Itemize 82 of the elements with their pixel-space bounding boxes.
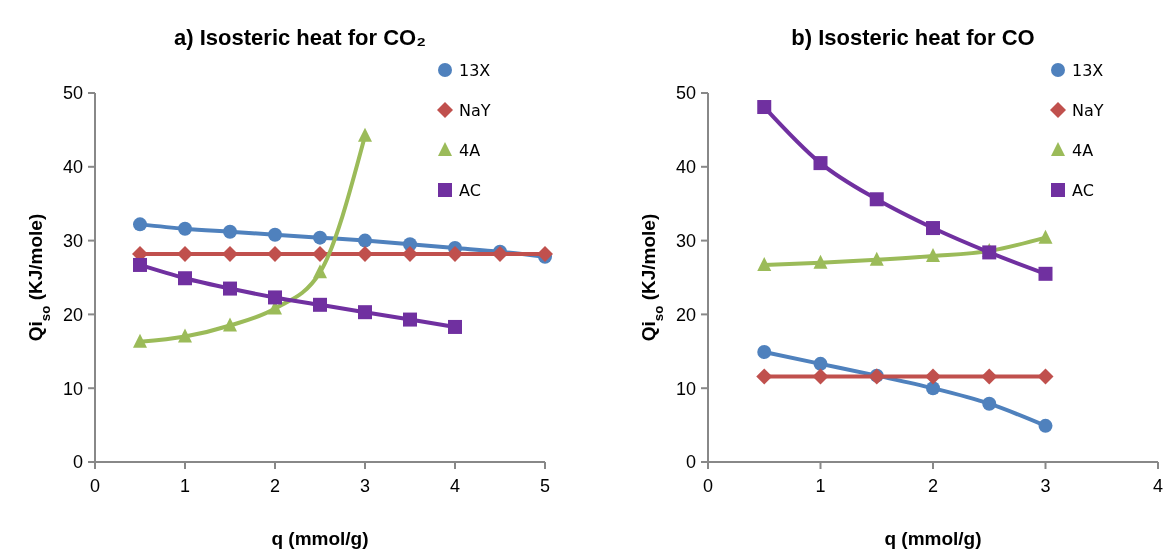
x-tick-label: 3 bbox=[1040, 476, 1051, 496]
x-tick-label: 5 bbox=[539, 476, 551, 496]
point bbox=[1038, 229, 1053, 244]
chart-title: b) Isosteric heat for CO bbox=[791, 25, 1035, 50]
point bbox=[133, 333, 147, 348]
point bbox=[1037, 368, 1054, 385]
y-tick-label: 0 bbox=[685, 452, 696, 473]
x-tick-label: 1 bbox=[179, 476, 191, 496]
legend-label: NaY bbox=[1072, 100, 1104, 120]
legend-label: AC bbox=[1072, 180, 1094, 200]
point bbox=[357, 245, 373, 262]
point bbox=[268, 227, 282, 242]
point bbox=[756, 368, 773, 385]
point bbox=[869, 192, 884, 207]
point bbox=[869, 251, 884, 266]
x-axis-title: q (mmol/g) bbox=[271, 528, 369, 549]
y-tick-label: 40 bbox=[62, 157, 83, 178]
y-tick-label: 20 bbox=[675, 304, 696, 325]
point bbox=[757, 100, 772, 115]
y-tick-label: 40 bbox=[675, 157, 696, 178]
point bbox=[757, 345, 772, 360]
y-tick-label: 30 bbox=[675, 230, 696, 251]
point bbox=[982, 396, 997, 411]
point bbox=[925, 368, 941, 385]
point bbox=[313, 264, 327, 279]
legend-label: 13X bbox=[459, 60, 491, 80]
point bbox=[313, 230, 327, 245]
y-tick-label: 50 bbox=[675, 83, 696, 104]
point bbox=[223, 224, 237, 239]
point bbox=[358, 233, 372, 248]
point bbox=[981, 368, 998, 385]
x-tick-label: 4 bbox=[449, 476, 461, 496]
y-tick-label: 10 bbox=[62, 378, 83, 399]
y-tick-label: 0 bbox=[72, 452, 83, 473]
x-tick-label: 2 bbox=[269, 476, 281, 496]
point bbox=[813, 156, 828, 171]
point bbox=[222, 245, 238, 262]
point bbox=[1038, 266, 1053, 281]
legend-label: 13X bbox=[1072, 60, 1104, 80]
chart-title: a) Isosteric heat for CO₂ bbox=[174, 25, 426, 50]
point bbox=[312, 245, 328, 262]
point bbox=[537, 245, 553, 262]
point bbox=[813, 356, 828, 371]
y-tick-label: 10 bbox=[675, 378, 696, 399]
point bbox=[268, 290, 282, 305]
point bbox=[178, 271, 192, 286]
point bbox=[926, 381, 940, 396]
y-tick-label: 30 bbox=[62, 230, 83, 251]
point bbox=[812, 368, 829, 385]
point bbox=[223, 317, 237, 332]
y-tick-label: 50 bbox=[62, 83, 83, 104]
point bbox=[133, 257, 147, 272]
point bbox=[133, 217, 147, 232]
legend-label: 4A bbox=[1072, 140, 1094, 160]
point bbox=[813, 254, 828, 269]
point bbox=[178, 221, 192, 236]
point bbox=[358, 305, 372, 320]
point bbox=[178, 328, 192, 343]
point bbox=[313, 297, 327, 312]
x-tick-label: 2 bbox=[927, 476, 939, 496]
x-tick-label: 0 bbox=[702, 476, 714, 496]
point bbox=[757, 256, 772, 271]
x-tick-label: 4 bbox=[1152, 476, 1164, 496]
point bbox=[403, 312, 417, 327]
legend-label: 4A bbox=[459, 140, 481, 160]
legend-label: AC bbox=[459, 180, 481, 200]
point bbox=[223, 281, 237, 296]
x-tick-label: 1 bbox=[815, 476, 826, 496]
point bbox=[267, 245, 283, 262]
point bbox=[926, 248, 940, 263]
y-tick-label: 20 bbox=[62, 304, 83, 325]
point bbox=[448, 319, 462, 334]
x-tick-label: 0 bbox=[89, 476, 101, 496]
legend-label: NaY bbox=[459, 100, 491, 120]
x-tick-label: 3 bbox=[359, 476, 371, 496]
point bbox=[1038, 418, 1053, 433]
point bbox=[926, 221, 940, 236]
point bbox=[177, 245, 193, 262]
point bbox=[447, 245, 463, 262]
point bbox=[402, 245, 418, 262]
x-axis-title: q (mmol/g) bbox=[884, 528, 982, 549]
point bbox=[358, 127, 372, 142]
